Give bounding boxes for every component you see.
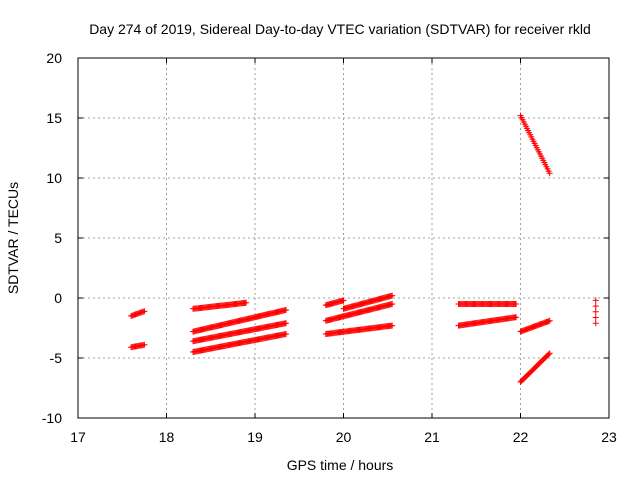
y-tick-label: 10	[46, 170, 62, 186]
x-tick-label: 20	[336, 429, 352, 445]
series-arc-03	[190, 299, 250, 312]
series-arc-02	[128, 341, 148, 351]
data-point	[513, 314, 520, 321]
series-arc-14	[517, 317, 553, 335]
y-tick-label: 20	[46, 50, 62, 66]
x-tick-label: 23	[601, 429, 617, 445]
x-tick-label: 17	[70, 429, 86, 445]
data-point	[389, 301, 396, 307]
data-point	[340, 297, 347, 304]
x-tick-label: 22	[513, 429, 529, 445]
data-point	[592, 303, 599, 310]
data-point	[243, 299, 250, 306]
data-point	[545, 351, 552, 358]
x-axis-label: GPS time / hours	[287, 457, 394, 473]
data-point	[546, 317, 553, 324]
series-arc-04	[190, 307, 289, 335]
series-arc-05	[190, 320, 289, 345]
x-tick-label: 19	[247, 429, 263, 445]
y-tick-label: 15	[46, 110, 62, 126]
data-point	[282, 331, 289, 337]
x-tick-label: 18	[159, 429, 175, 445]
y-tick-label: -10	[42, 410, 62, 426]
data-marks	[128, 112, 599, 385]
data-point	[546, 170, 553, 177]
y-tick-label: -5	[50, 350, 63, 366]
data-point	[282, 307, 289, 313]
series-arc-15	[517, 350, 553, 385]
series-arc-11	[455, 301, 520, 307]
data-point	[592, 297, 599, 304]
grid-lines	[78, 58, 609, 418]
data-point	[141, 308, 148, 315]
series-arc-13	[517, 112, 553, 177]
series-arc-10	[340, 292, 396, 312]
series-arc-07	[322, 297, 347, 309]
y-tick-label: 0	[54, 290, 62, 306]
series-arc-06	[190, 331, 289, 355]
data-point	[592, 308, 599, 315]
x-tick-label: 21	[424, 429, 440, 445]
data-point	[282, 320, 289, 327]
series-arc-16	[592, 297, 599, 327]
data-point	[592, 314, 599, 321]
chart-title: Day 274 of 2019, Sidereal Day-to-day VTE…	[89, 21, 591, 37]
data-point	[592, 320, 599, 327]
data-point	[389, 292, 396, 299]
data-point	[546, 350, 553, 357]
series-arc-09	[322, 322, 396, 337]
y-axis-label: SDTVAR / TECUs	[5, 182, 21, 294]
series-arc-08	[322, 301, 396, 324]
series-arc-01	[128, 308, 148, 319]
data-point	[513, 301, 520, 307]
data-point	[141, 341, 148, 348]
axis-ticks: 17 18 19 20 21 22 23 -10 -5 0 5 10 15 20	[42, 50, 617, 445]
data-point	[389, 322, 396, 329]
series-arc-12	[455, 314, 520, 329]
y-tick-label: 5	[54, 230, 62, 246]
